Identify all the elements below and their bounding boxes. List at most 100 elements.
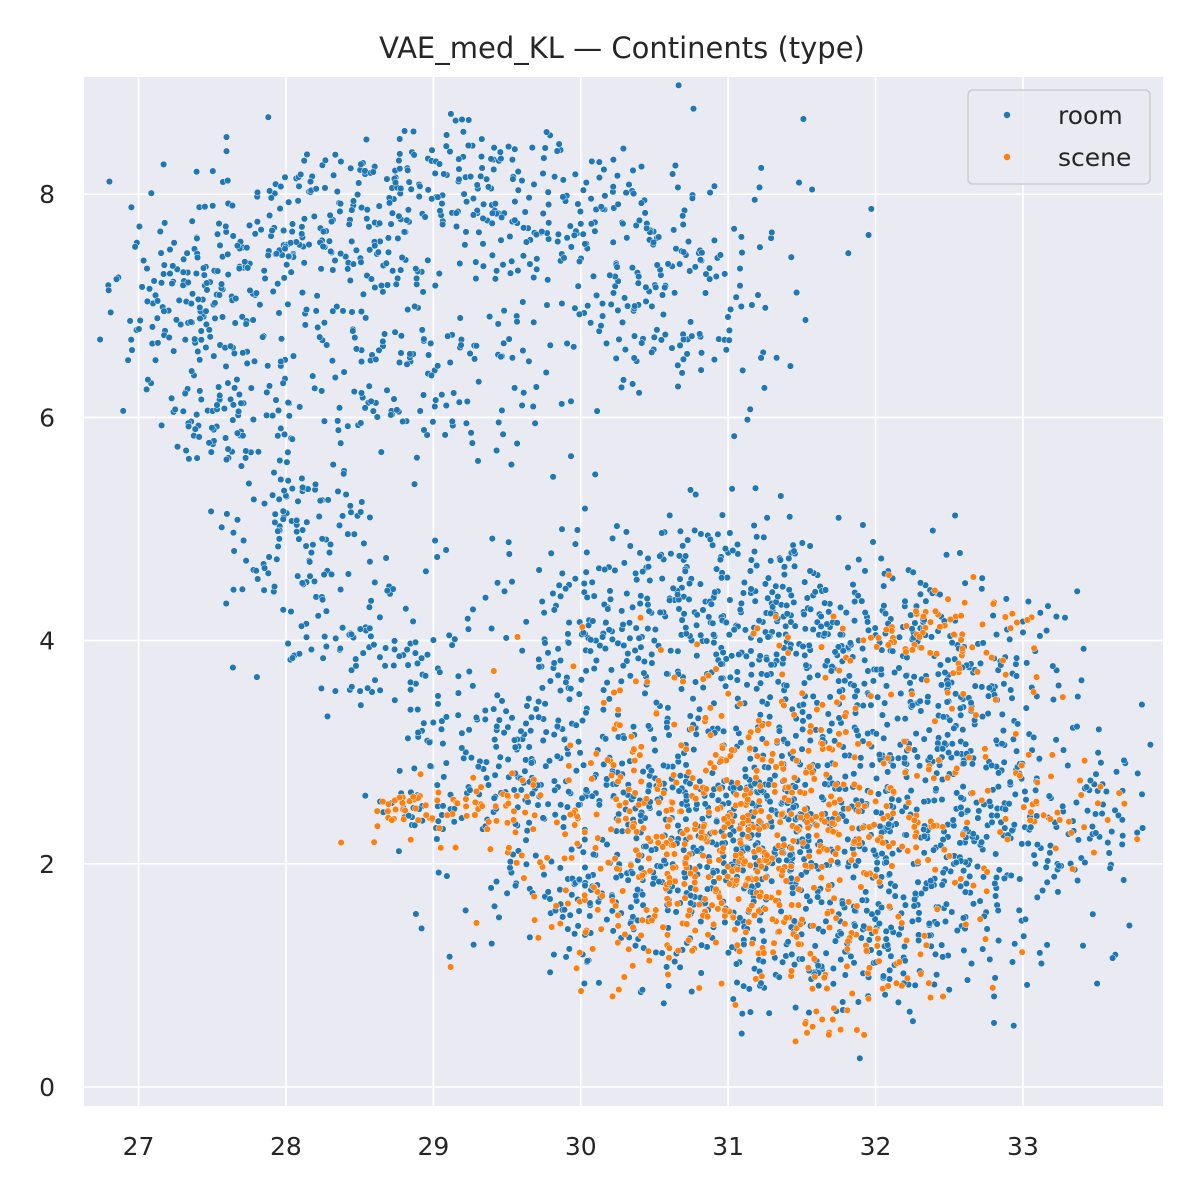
point-room (373, 413, 381, 421)
point-room (409, 617, 417, 625)
point-room (718, 511, 726, 519)
point-room (404, 306, 412, 314)
point-scene (718, 899, 726, 907)
point-scene (614, 817, 622, 825)
point-room (613, 522, 621, 530)
point-room (366, 246, 374, 254)
point-room (811, 588, 819, 596)
point-room (805, 641, 813, 649)
point-room (213, 401, 221, 409)
point-room (385, 199, 394, 207)
point-room (493, 579, 502, 587)
point-room (882, 927, 890, 935)
point-room (604, 605, 612, 613)
point-room (419, 288, 427, 296)
point-room (971, 682, 979, 690)
point-room (181, 389, 189, 398)
point-room (886, 870, 894, 878)
point-room (938, 881, 946, 889)
point-room (726, 596, 734, 604)
point-room (195, 433, 203, 441)
point-scene (780, 841, 788, 849)
point-scene (670, 850, 678, 858)
point-room (806, 542, 814, 550)
point-room (136, 316, 144, 325)
point-scene (409, 793, 417, 801)
point-room (196, 387, 204, 395)
point-room (321, 156, 329, 164)
point-scene (433, 796, 441, 804)
point-scene (859, 824, 867, 832)
point-room (801, 651, 809, 659)
point-room (339, 512, 347, 520)
point-room (462, 419, 470, 427)
point-room (992, 631, 1001, 639)
point-room (648, 302, 656, 310)
point-room (983, 925, 991, 933)
point-room (763, 655, 771, 663)
point-scene (806, 950, 814, 958)
point-room (579, 848, 587, 856)
point-room (261, 274, 269, 283)
point-scene (894, 913, 902, 921)
point-scene (925, 979, 933, 987)
point-scene (958, 645, 967, 653)
point-scene (864, 995, 873, 1003)
point-scene (775, 901, 783, 909)
point-scene (565, 776, 573, 784)
point-room (479, 262, 487, 270)
point-room (630, 332, 639, 340)
point-room (143, 385, 151, 393)
point-room (880, 734, 888, 742)
point-room (871, 915, 879, 923)
point-room (276, 456, 284, 465)
point-room (587, 220, 595, 228)
point-room (392, 280, 400, 288)
point-room (1008, 958, 1017, 966)
point-scene (953, 764, 961, 772)
point-room (303, 150, 311, 158)
point-room (746, 567, 754, 575)
point-room (952, 858, 960, 867)
point-room (633, 576, 641, 584)
point-room (688, 332, 696, 340)
point-scene (665, 944, 673, 952)
point-room (328, 357, 336, 365)
legend-marker-room (1003, 111, 1011, 119)
point-room (1079, 942, 1087, 950)
point-room (1077, 676, 1086, 684)
point-room (698, 249, 706, 257)
point-room (294, 497, 302, 505)
point-scene (400, 815, 408, 823)
point-room (645, 607, 653, 615)
point-room (885, 820, 893, 828)
point-scene (809, 922, 817, 930)
point-scene (569, 662, 577, 670)
point-scene (789, 837, 797, 845)
point-room (347, 508, 355, 516)
point-scene (384, 800, 393, 808)
point-room (660, 761, 668, 769)
point-room (988, 818, 996, 826)
point-room (939, 869, 947, 877)
point-scene (913, 772, 921, 780)
point-room (434, 362, 442, 370)
point-room (603, 775, 611, 783)
point-room (880, 602, 888, 610)
point-scene (923, 676, 931, 684)
point-room (645, 781, 653, 789)
point-scene (1032, 798, 1040, 806)
point-room (957, 810, 965, 818)
point-room (809, 625, 817, 634)
point-room (1018, 840, 1026, 848)
point-room (475, 378, 483, 386)
point-scene (1096, 783, 1104, 791)
point-room (628, 264, 636, 272)
point-scene (745, 918, 753, 926)
point-room (901, 597, 909, 605)
point-room (382, 554, 390, 562)
point-scene (889, 788, 898, 796)
point-room (382, 259, 390, 267)
point-room (631, 646, 639, 655)
point-scene (729, 914, 737, 922)
